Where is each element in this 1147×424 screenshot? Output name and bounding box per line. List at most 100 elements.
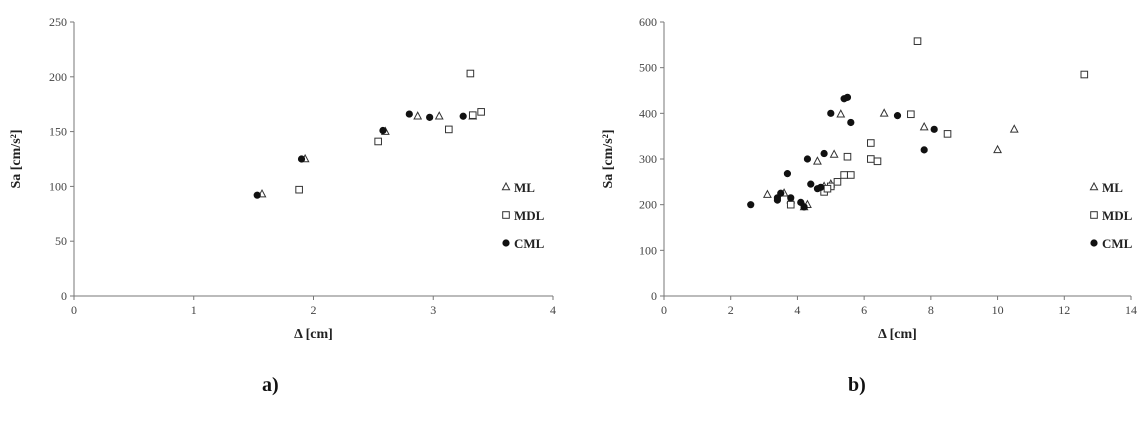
legend-marker-cml	[502, 239, 510, 247]
data-point-mdl	[295, 185, 303, 194]
data-point-cml	[803, 155, 812, 163]
data-point-cml	[893, 112, 902, 120]
y-axis-title: Sa [cm/s²]	[9, 129, 24, 188]
data-point-cml	[297, 155, 306, 163]
data-point-mdl	[913, 37, 922, 45]
chart-panel-b: 0 100 200 300 400 500 600 0 2 4 6 8 10 12 14 Δ [cm] Sa […	[601, 15, 1137, 342]
data-point-mdl	[867, 155, 875, 163]
y-tick-label: 100	[49, 179, 67, 193]
data-point-ml	[413, 111, 423, 120]
series-cml	[253, 110, 467, 199]
x-tick-label: 4	[794, 303, 800, 317]
data-point-mdl	[477, 108, 485, 116]
y-tick-label: 600	[639, 15, 657, 29]
data-point-ml	[829, 149, 839, 158]
y-tick-label: 250	[49, 15, 67, 29]
y-axis-title: Sa [cm/s²]	[601, 129, 616, 188]
legend-label-mdl: MDL	[514, 208, 545, 223]
legend-label-mdl: MDL	[1102, 208, 1133, 223]
data-point-cml	[827, 109, 835, 117]
y-tick-label: 200	[49, 70, 67, 84]
data-point-mdl	[847, 171, 855, 179]
data-point-ml	[993, 144, 1003, 154]
legend-marker-mdl	[502, 211, 510, 219]
x-tick-label: 0	[661, 303, 667, 317]
series-cml	[747, 93, 938, 211]
y-tick-label: 200	[639, 198, 657, 212]
data-point-mdl	[843, 152, 852, 161]
x-tick-label: 2	[311, 303, 317, 317]
series-mdl	[295, 69, 485, 194]
x-tick-label: 2	[728, 303, 734, 317]
legend-marker-ml	[1089, 181, 1099, 191]
x-tick-label: 8	[928, 303, 934, 317]
y-tick-label: 500	[639, 61, 657, 75]
data-point-cml	[820, 149, 828, 158]
legend-label-cml: CML	[514, 236, 545, 251]
data-point-mdl	[867, 139, 875, 147]
series-ml	[762, 108, 1019, 211]
data-point-mdl	[833, 178, 842, 186]
legend-marker-ml	[501, 181, 511, 191]
x-tick-label: 6	[861, 303, 867, 317]
data-point-cml	[426, 113, 434, 121]
data-point-cml	[843, 93, 852, 101]
data-point-ml	[1009, 124, 1019, 133]
x-axis-title: Δ [cm]	[878, 327, 917, 342]
x-axis-title: Δ [cm]	[294, 327, 333, 342]
data-point-cml	[920, 146, 928, 154]
legend-marker-mdl	[1090, 211, 1098, 219]
data-point-ml	[836, 109, 846, 118]
x-tick-label: 14	[1125, 303, 1137, 317]
x-tick-label: 4	[550, 303, 556, 317]
x-tick-label: 0	[71, 303, 77, 317]
data-point-ml	[919, 121, 929, 131]
legend-marker-cml	[1090, 239, 1098, 247]
data-point-cml	[379, 126, 387, 135]
data-point-cml	[253, 191, 261, 199]
data-point-mdl	[466, 69, 475, 78]
data-point-cml	[783, 170, 792, 178]
data-point-cml	[459, 112, 467, 120]
chart-panel-a: 0 50 100 150 200 250 0 1 2 3 4 Δ [cm] Sa [cm/s²] ML MD…	[9, 15, 556, 342]
data-point-mdl	[873, 157, 882, 166]
data-point-cml	[405, 110, 413, 118]
data-point-cml	[807, 180, 815, 188]
y-tick-label: 0	[61, 289, 67, 303]
data-point-cml	[930, 125, 938, 133]
data-point-cml	[773, 196, 782, 204]
y-tick-label: 150	[49, 125, 67, 139]
data-point-ml	[879, 108, 889, 117]
data-point-cml	[777, 189, 785, 197]
y-tick-label: 400	[639, 106, 657, 120]
data-point-mdl	[907, 110, 915, 119]
y-tick-label: 0	[651, 289, 657, 303]
data-point-ml	[813, 156, 822, 165]
x-tick-label: 12	[1058, 303, 1070, 317]
legend-label-ml: ML	[514, 180, 535, 195]
data-point-mdl	[445, 125, 453, 134]
data-point-mdl	[943, 130, 952, 138]
data-point-ml	[434, 111, 444, 120]
data-point-cml	[747, 201, 755, 209]
series-ml	[257, 111, 478, 198]
data-point-cml	[847, 118, 855, 127]
panel-label-a: a)	[262, 374, 279, 396]
data-point-mdl	[840, 171, 848, 179]
panel-label-b: b)	[848, 374, 866, 396]
x-tick-label: 1	[191, 303, 197, 317]
legend-label-ml: ML	[1102, 180, 1123, 195]
legend-label-cml: CML	[1102, 236, 1133, 251]
data-point-cml	[800, 203, 808, 211]
y-tick-label: 300	[639, 152, 657, 166]
x-tick-label: 10	[992, 303, 1004, 317]
y-tick-label: 100	[639, 243, 657, 257]
data-point-mdl	[374, 137, 382, 146]
data-point-mdl	[1080, 70, 1089, 79]
data-point-mdl	[786, 200, 795, 209]
x-tick-label: 3	[430, 303, 436, 317]
data-point-mdl	[823, 184, 832, 193]
data-point-mdl	[468, 111, 477, 119]
data-point-cml	[787, 194, 795, 202]
